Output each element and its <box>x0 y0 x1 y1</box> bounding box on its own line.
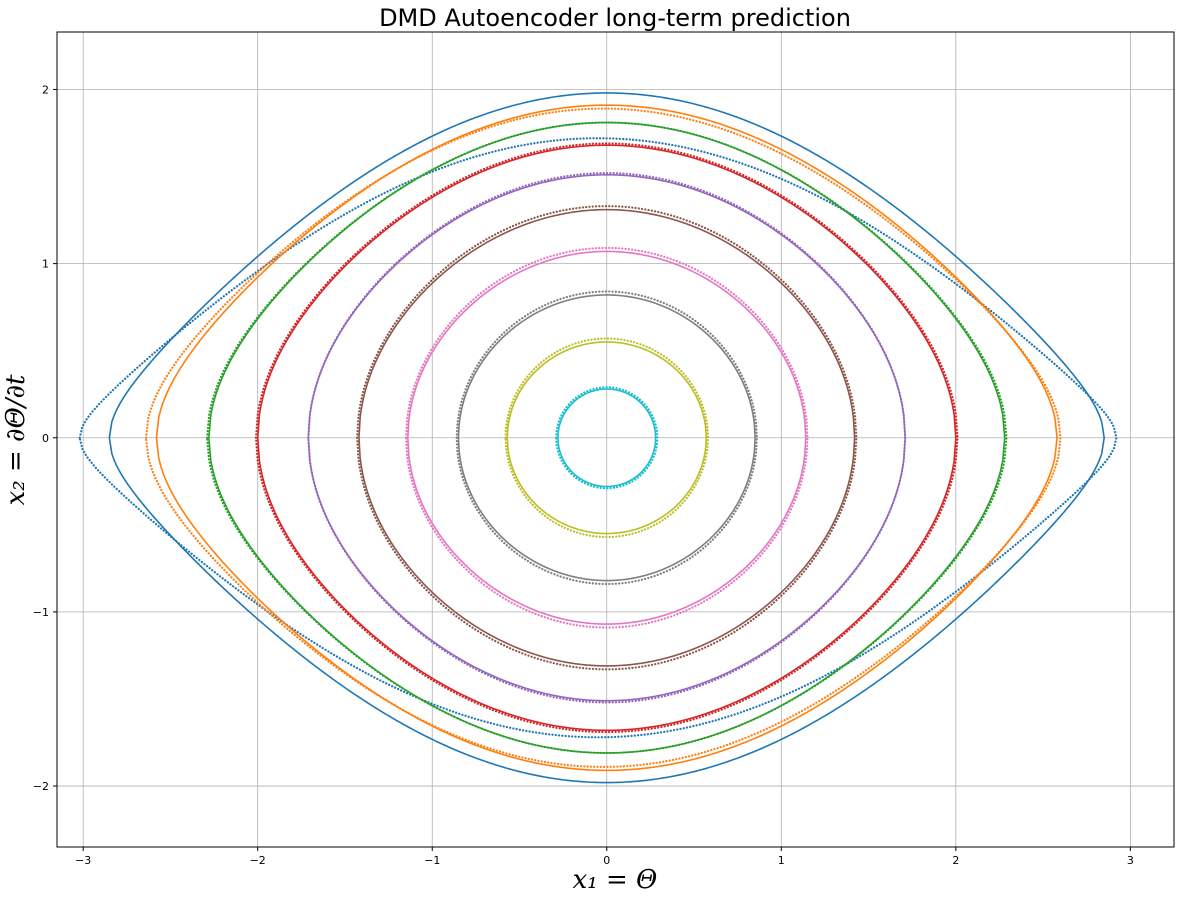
x-tick-label: −3 <box>75 854 91 867</box>
orbit-6-trajectory <box>358 208 856 667</box>
axis-ticks: −3 −2 −1 0 1 2 3 −2 −1 0 1 2 <box>33 83 1134 867</box>
orbit-10-trajectory <box>557 388 657 488</box>
y-tick-label: −2 <box>33 780 49 793</box>
y-tick-label: 0 <box>42 432 49 445</box>
y-tick-label: 1 <box>42 258 49 271</box>
x-tick-label: −1 <box>424 854 440 867</box>
orbit-7-trajectory <box>407 250 807 625</box>
x-axis-label: x₁ = Θ <box>573 865 658 895</box>
y-tick-label: −1 <box>33 606 49 619</box>
orbit-8-prediction <box>455 290 758 586</box>
orbit-3-prediction <box>205 121 1008 755</box>
chart-title: DMD Autoencoder long-term prediction <box>379 4 851 32</box>
orbit-4-prediction <box>254 142 959 734</box>
orbit-2-trajectory <box>155 104 1058 772</box>
orbit-4-trajectory <box>256 144 957 732</box>
y-axis-label: x₂ = ∂Θ/∂t <box>1 374 31 505</box>
x-tick-label: −2 <box>250 854 266 867</box>
orbit-1-trajectory <box>108 92 1105 784</box>
orbit-9-trajectory <box>506 341 708 535</box>
x-tick-label: 2 <box>952 854 959 867</box>
orbit-5-prediction <box>307 171 907 704</box>
orbit-10-prediction <box>555 386 659 490</box>
plot-frame <box>56 31 1175 848</box>
x-tick-label: 1 <box>778 854 785 867</box>
x-tick-label: 3 <box>1127 854 1134 867</box>
x-tick-label: 0 <box>603 854 610 867</box>
orbit-2-prediction <box>144 107 1062 768</box>
orbit-9-prediction <box>504 337 710 539</box>
y-tick-label: 2 <box>42 83 49 96</box>
orbit-8-trajectory <box>457 294 756 582</box>
orbit-curves <box>78 92 1118 784</box>
